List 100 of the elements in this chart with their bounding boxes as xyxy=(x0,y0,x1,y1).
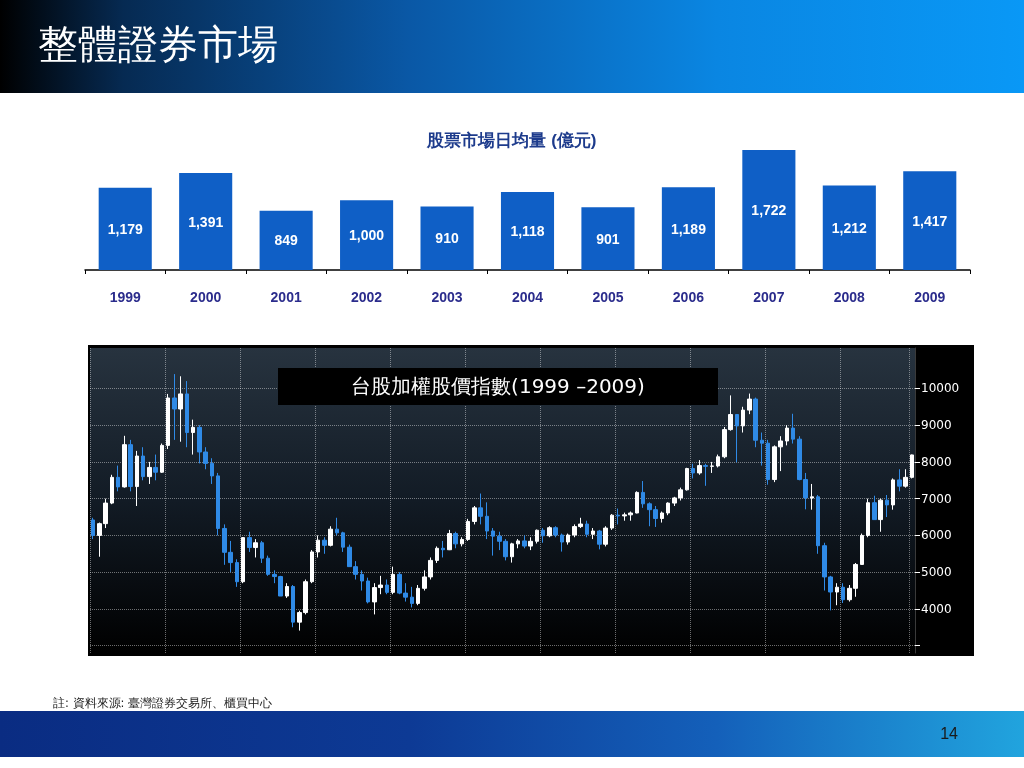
candlestick xyxy=(897,468,902,492)
text: 台股加權股價指數(1999 –2009) xyxy=(351,373,645,400)
candlestick xyxy=(872,495,877,521)
candlestick xyxy=(266,555,270,577)
bar xyxy=(500,192,555,270)
data-label: 1,212 xyxy=(831,219,868,236)
candlestick xyxy=(541,527,545,544)
candlestick xyxy=(610,513,614,531)
bar xyxy=(98,187,152,270)
candlestick xyxy=(791,413,795,445)
text: 註: 資料來源: 臺灣證券交易所、櫃買中心 xyxy=(53,696,273,710)
bar xyxy=(903,171,957,270)
y-tick-label: 8000 xyxy=(921,454,952,469)
candlestick xyxy=(478,493,483,525)
candlestick xyxy=(660,511,664,524)
data-label: 1,000 xyxy=(349,227,385,244)
candlestick xyxy=(585,520,589,538)
candlestick xyxy=(885,494,889,518)
x-tick-label: 2008 xyxy=(833,289,866,305)
y-tick-label: 10000 xyxy=(921,381,960,396)
candlestick xyxy=(241,536,245,584)
data-label: 1,391 xyxy=(188,213,224,230)
candlestick xyxy=(122,435,127,489)
candlestick xyxy=(147,461,152,485)
candlestick xyxy=(535,529,539,544)
x-tick-label: 2004 xyxy=(511,289,544,305)
candlestick xyxy=(741,406,745,434)
candlestick xyxy=(635,490,639,514)
candlestick xyxy=(603,525,608,547)
candlestick xyxy=(441,540,445,558)
candlestick xyxy=(597,529,602,550)
chart-title: 整體證券市場 xyxy=(38,20,278,69)
candlestick xyxy=(697,459,702,476)
candlestick xyxy=(191,419,195,456)
candlestick xyxy=(316,534,320,558)
candlestick xyxy=(116,465,120,492)
candlestick xyxy=(785,424,789,446)
x-tick-label: 2002 xyxy=(351,289,383,305)
x-tick-label: 2003 xyxy=(431,289,463,305)
y-tick-label: 7000 xyxy=(921,491,952,506)
candlestick xyxy=(860,533,864,566)
candlestick xyxy=(253,538,258,558)
candlestick xyxy=(560,533,564,553)
candlestick xyxy=(216,472,220,536)
candlestick xyxy=(810,483,814,511)
candlestick xyxy=(666,501,670,516)
candlestick xyxy=(547,525,552,538)
candlestick xyxy=(878,498,883,533)
candlestick xyxy=(485,501,489,540)
y-tick-label: 9000 xyxy=(921,418,952,433)
candlestick xyxy=(835,582,839,606)
y-tick-label: 4000 xyxy=(921,601,952,616)
candlestick xyxy=(816,494,820,555)
candlestick xyxy=(210,457,214,485)
candlestick xyxy=(385,579,389,595)
candlestick xyxy=(366,577,370,604)
candlestick xyxy=(903,468,908,489)
candlestick xyxy=(328,525,333,547)
x-tick-label: 2001 xyxy=(270,289,302,305)
bar xyxy=(340,200,394,270)
candlestick xyxy=(716,454,720,468)
candlestick xyxy=(360,569,364,592)
candlestick xyxy=(866,498,870,538)
candlestick xyxy=(110,474,114,505)
candlestick xyxy=(510,542,514,564)
data-label: 910 xyxy=(435,230,459,247)
candlestick xyxy=(641,480,645,509)
candlestick xyxy=(735,413,739,463)
y-tick-label: 6000 xyxy=(921,528,952,543)
x-tick-label: 2007 xyxy=(753,289,785,305)
bar xyxy=(661,187,715,270)
data-label: 1,417 xyxy=(912,212,948,229)
candlestick xyxy=(591,527,595,540)
chart-subtitle: 股票市場日均量 (億元) xyxy=(426,131,597,150)
candlestick xyxy=(491,527,495,557)
data-label: 1,118 xyxy=(510,223,545,240)
candlestick xyxy=(566,533,570,546)
x-tick-label: 1999 xyxy=(109,289,142,305)
x-tick-label: 2005 xyxy=(592,289,624,305)
candlestick xyxy=(703,463,708,487)
candlestick xyxy=(141,446,145,481)
candlestick xyxy=(128,439,133,492)
x-tick-label: 2000 xyxy=(190,289,222,305)
candlestick xyxy=(166,393,170,450)
bar xyxy=(742,150,796,270)
data-label: 901 xyxy=(596,230,620,247)
candlestick xyxy=(466,518,470,542)
bar xyxy=(581,207,635,270)
candlestick xyxy=(391,566,395,595)
y-tick-label: 5000 xyxy=(921,565,952,580)
bar xyxy=(420,206,474,270)
candlestick xyxy=(172,373,177,441)
candlestick xyxy=(766,439,770,486)
candlestick xyxy=(178,375,183,443)
candlestick xyxy=(135,450,139,507)
bar xyxy=(822,185,876,270)
candlestick xyxy=(285,582,289,599)
data-label: 849 xyxy=(274,232,299,249)
candlestick xyxy=(691,463,695,479)
candlestick xyxy=(235,558,239,588)
